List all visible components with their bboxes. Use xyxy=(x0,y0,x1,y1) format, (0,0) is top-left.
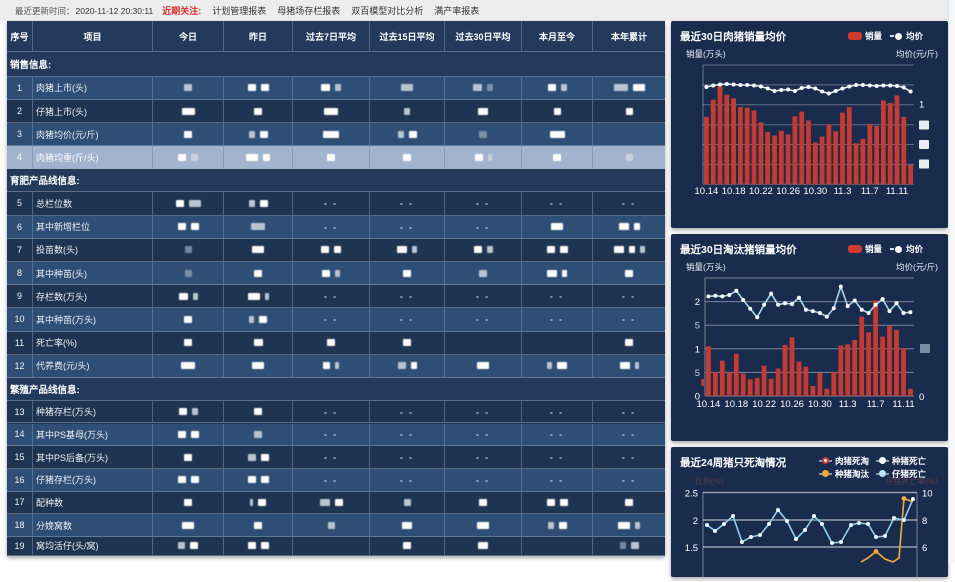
svg-text:5: 5 xyxy=(695,368,700,379)
svg-text:2: 2 xyxy=(693,516,698,527)
svg-text:10.18: 10.18 xyxy=(724,399,748,410)
svg-text:2: 2 xyxy=(695,297,700,308)
svg-text:11.11: 11.11 xyxy=(886,186,908,197)
svg-text:10: 10 xyxy=(922,489,933,500)
svg-text:5: 5 xyxy=(695,321,700,332)
svg-text:10.26: 10.26 xyxy=(776,186,800,197)
svg-text:11.7: 11.7 xyxy=(861,186,879,197)
svg-text:11.7: 11.7 xyxy=(867,399,885,410)
svg-text:10.30: 10.30 xyxy=(803,186,827,197)
svg-text:11.3: 11.3 xyxy=(839,399,857,410)
svg-text:6: 6 xyxy=(922,543,927,554)
svg-text:11.3: 11.3 xyxy=(834,186,852,197)
svg-text:10.14: 10.14 xyxy=(697,399,721,410)
svg-text:0: 0 xyxy=(695,392,700,403)
svg-text:2.5: 2.5 xyxy=(685,489,698,500)
svg-text:10.30: 10.30 xyxy=(808,399,832,410)
svg-text:0: 0 xyxy=(919,392,924,403)
svg-text:10.22: 10.22 xyxy=(752,399,776,410)
svg-text:8: 8 xyxy=(922,516,927,527)
svg-text:10.26: 10.26 xyxy=(780,399,804,410)
svg-text:11.11: 11.11 xyxy=(892,399,914,410)
svg-text:1: 1 xyxy=(919,100,924,111)
svg-text:10.22: 10.22 xyxy=(749,186,773,197)
svg-text:10.18: 10.18 xyxy=(722,186,746,197)
svg-text:1.5: 1.5 xyxy=(685,543,698,554)
svg-text:10.14: 10.14 xyxy=(695,186,719,197)
svg-text:1: 1 xyxy=(695,344,700,355)
